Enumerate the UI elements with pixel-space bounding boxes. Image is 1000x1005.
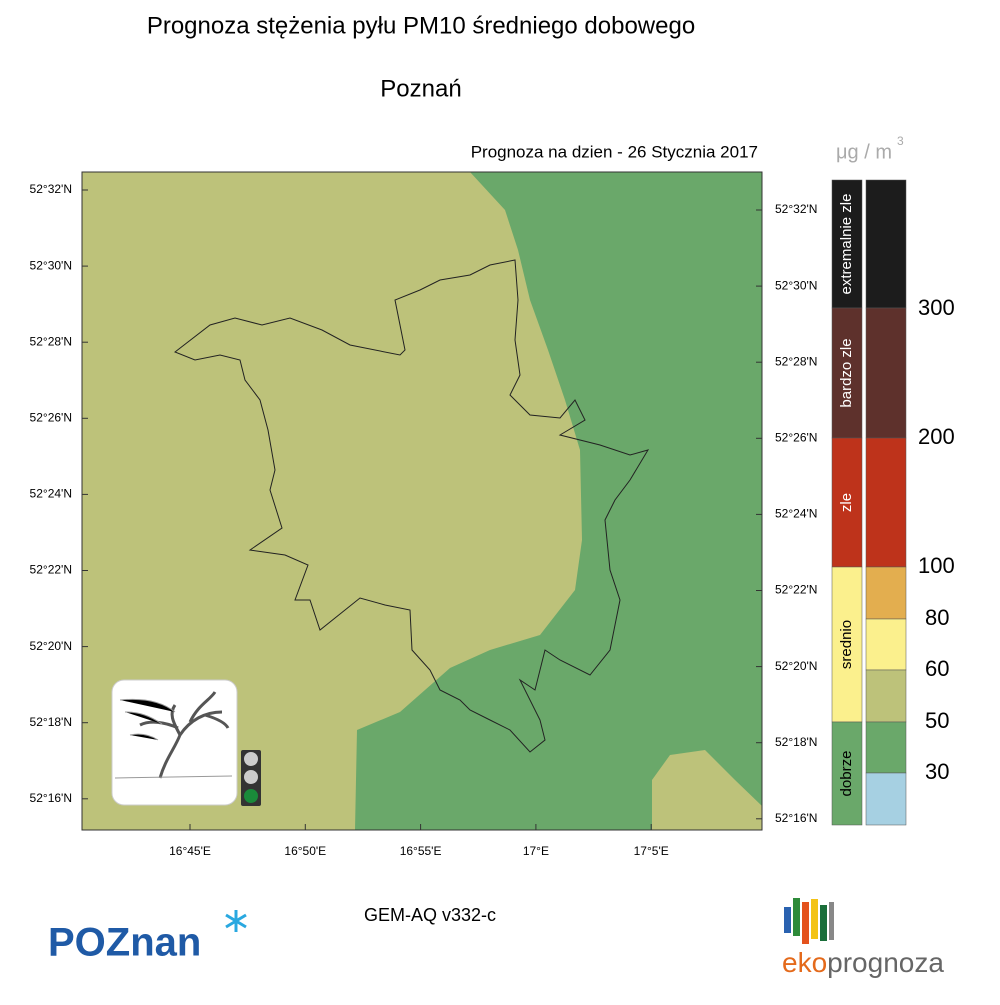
tree [139,691,230,779]
subtitle: Poznań [380,75,461,102]
scale-swatch [865,669,907,723]
threshold-label: 30 [925,759,949,784]
lat-label-right: 52°16'N [775,811,817,825]
lat-label-left: 52°18'N [30,715,72,729]
category-swatch [831,179,863,309]
date-label: Prognoza na dzien - 26 Stycznia 2017 [471,142,758,161]
lon-label: 16°50'E [284,844,326,858]
city-boundary [174,259,650,753]
lat-label-left: 52°30'N [30,258,72,272]
lat-label-right: 52°28'N [775,354,817,368]
lat-label-left: 52°26'N [30,410,72,424]
lat-label-left: 52°20'N [30,639,72,653]
lon-label: 16°45'E [169,844,211,858]
category-label: srednio [838,620,855,669]
eko-prefix: eko [782,947,827,978]
lat-label-right: 52°24'N [775,507,817,521]
lon-label: 17°5'E [634,844,669,858]
threshold-label: 100 [918,553,955,578]
eko-logo-bars [784,898,834,944]
title: Prognoza stężenia pyłu PM10 średniego do… [147,12,695,39]
scale-swatch [865,772,907,826]
category-label: zle [838,493,855,512]
category-label: extremalnie zle [838,194,855,295]
category-swatch [831,721,863,826]
category-label: bardzo zle [838,338,855,407]
unit: μg / m [836,141,892,163]
lat-label-left: 52°22'N [30,563,72,577]
lat-label-right: 52°32'N [775,202,817,216]
map-frame [81,171,763,831]
clean-air-zone [355,172,762,830]
unit-exp: 3 [897,134,904,148]
logo-asterisk [225,910,247,932]
scale-swatch [865,618,907,671]
lon-label: 16°55'E [400,844,442,858]
eko-logo: ekoprognoza [782,947,944,978]
wind-lines [114,698,233,779]
light-green [244,789,258,803]
lat-label-right: 52°22'N [775,583,817,597]
threshold-label: 300 [918,295,955,320]
category-swatch [831,566,863,723]
lat-label-left: 52°28'N [30,334,72,348]
category-swatch [831,437,863,568]
threshold-label: 50 [925,708,949,733]
scale-swatch [865,566,907,620]
scale-swatch [865,721,907,774]
scale-swatch [865,179,907,309]
threshold-label: 200 [918,424,955,449]
scale-swatch [865,437,907,568]
lat-label-right: 52°26'N [775,430,817,444]
legend: extremalnie zle bardzo zle zle srednio dobrz… [831,179,955,826]
lon-label: 17°E [523,844,549,858]
lat-label-right: 52°18'N [775,735,817,749]
weather-icon [111,679,238,806]
city-logo: POZnan [48,921,201,965]
lat-label-right: 52°20'N [775,659,817,673]
lat-label-left: 52°32'N [30,182,72,196]
light-red [244,752,258,766]
threshold-label: 80 [925,605,949,630]
eko-rest: prognoza [827,947,944,978]
map [81,171,763,831]
model-label: GEM-AQ v332-c [364,905,496,925]
axes: 52°32'N 52°30'N 52°28'N 52°26'N 52°24'N 52°22… [30,182,818,858]
lat-label-left: 52°16'N [30,791,72,805]
scale-swatch [865,307,907,439]
category-swatch [831,307,863,439]
lat-label-right: 52°30'N [775,278,817,292]
category-label: dobrze [838,751,855,797]
lat-label-left: 52°24'N [30,487,72,501]
light-yellow [244,770,258,784]
threshold-label: 60 [925,656,949,681]
